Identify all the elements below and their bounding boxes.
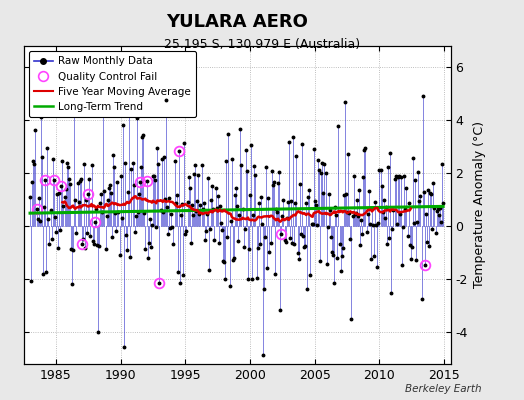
Title: YULARA AERO: YULARA AERO	[166, 12, 308, 30]
Legend: Raw Monthly Data, Quality Control Fail, Five Year Moving Average, Long-Term Tren: Raw Monthly Data, Quality Control Fail, …	[29, 51, 196, 117]
Text: 25.195 S, 130.979 E (Australia): 25.195 S, 130.979 E (Australia)	[164, 38, 360, 51]
Text: Berkeley Earth: Berkeley Earth	[406, 384, 482, 394]
Y-axis label: Temperature Anomaly (°C): Temperature Anomaly (°C)	[473, 122, 486, 288]
